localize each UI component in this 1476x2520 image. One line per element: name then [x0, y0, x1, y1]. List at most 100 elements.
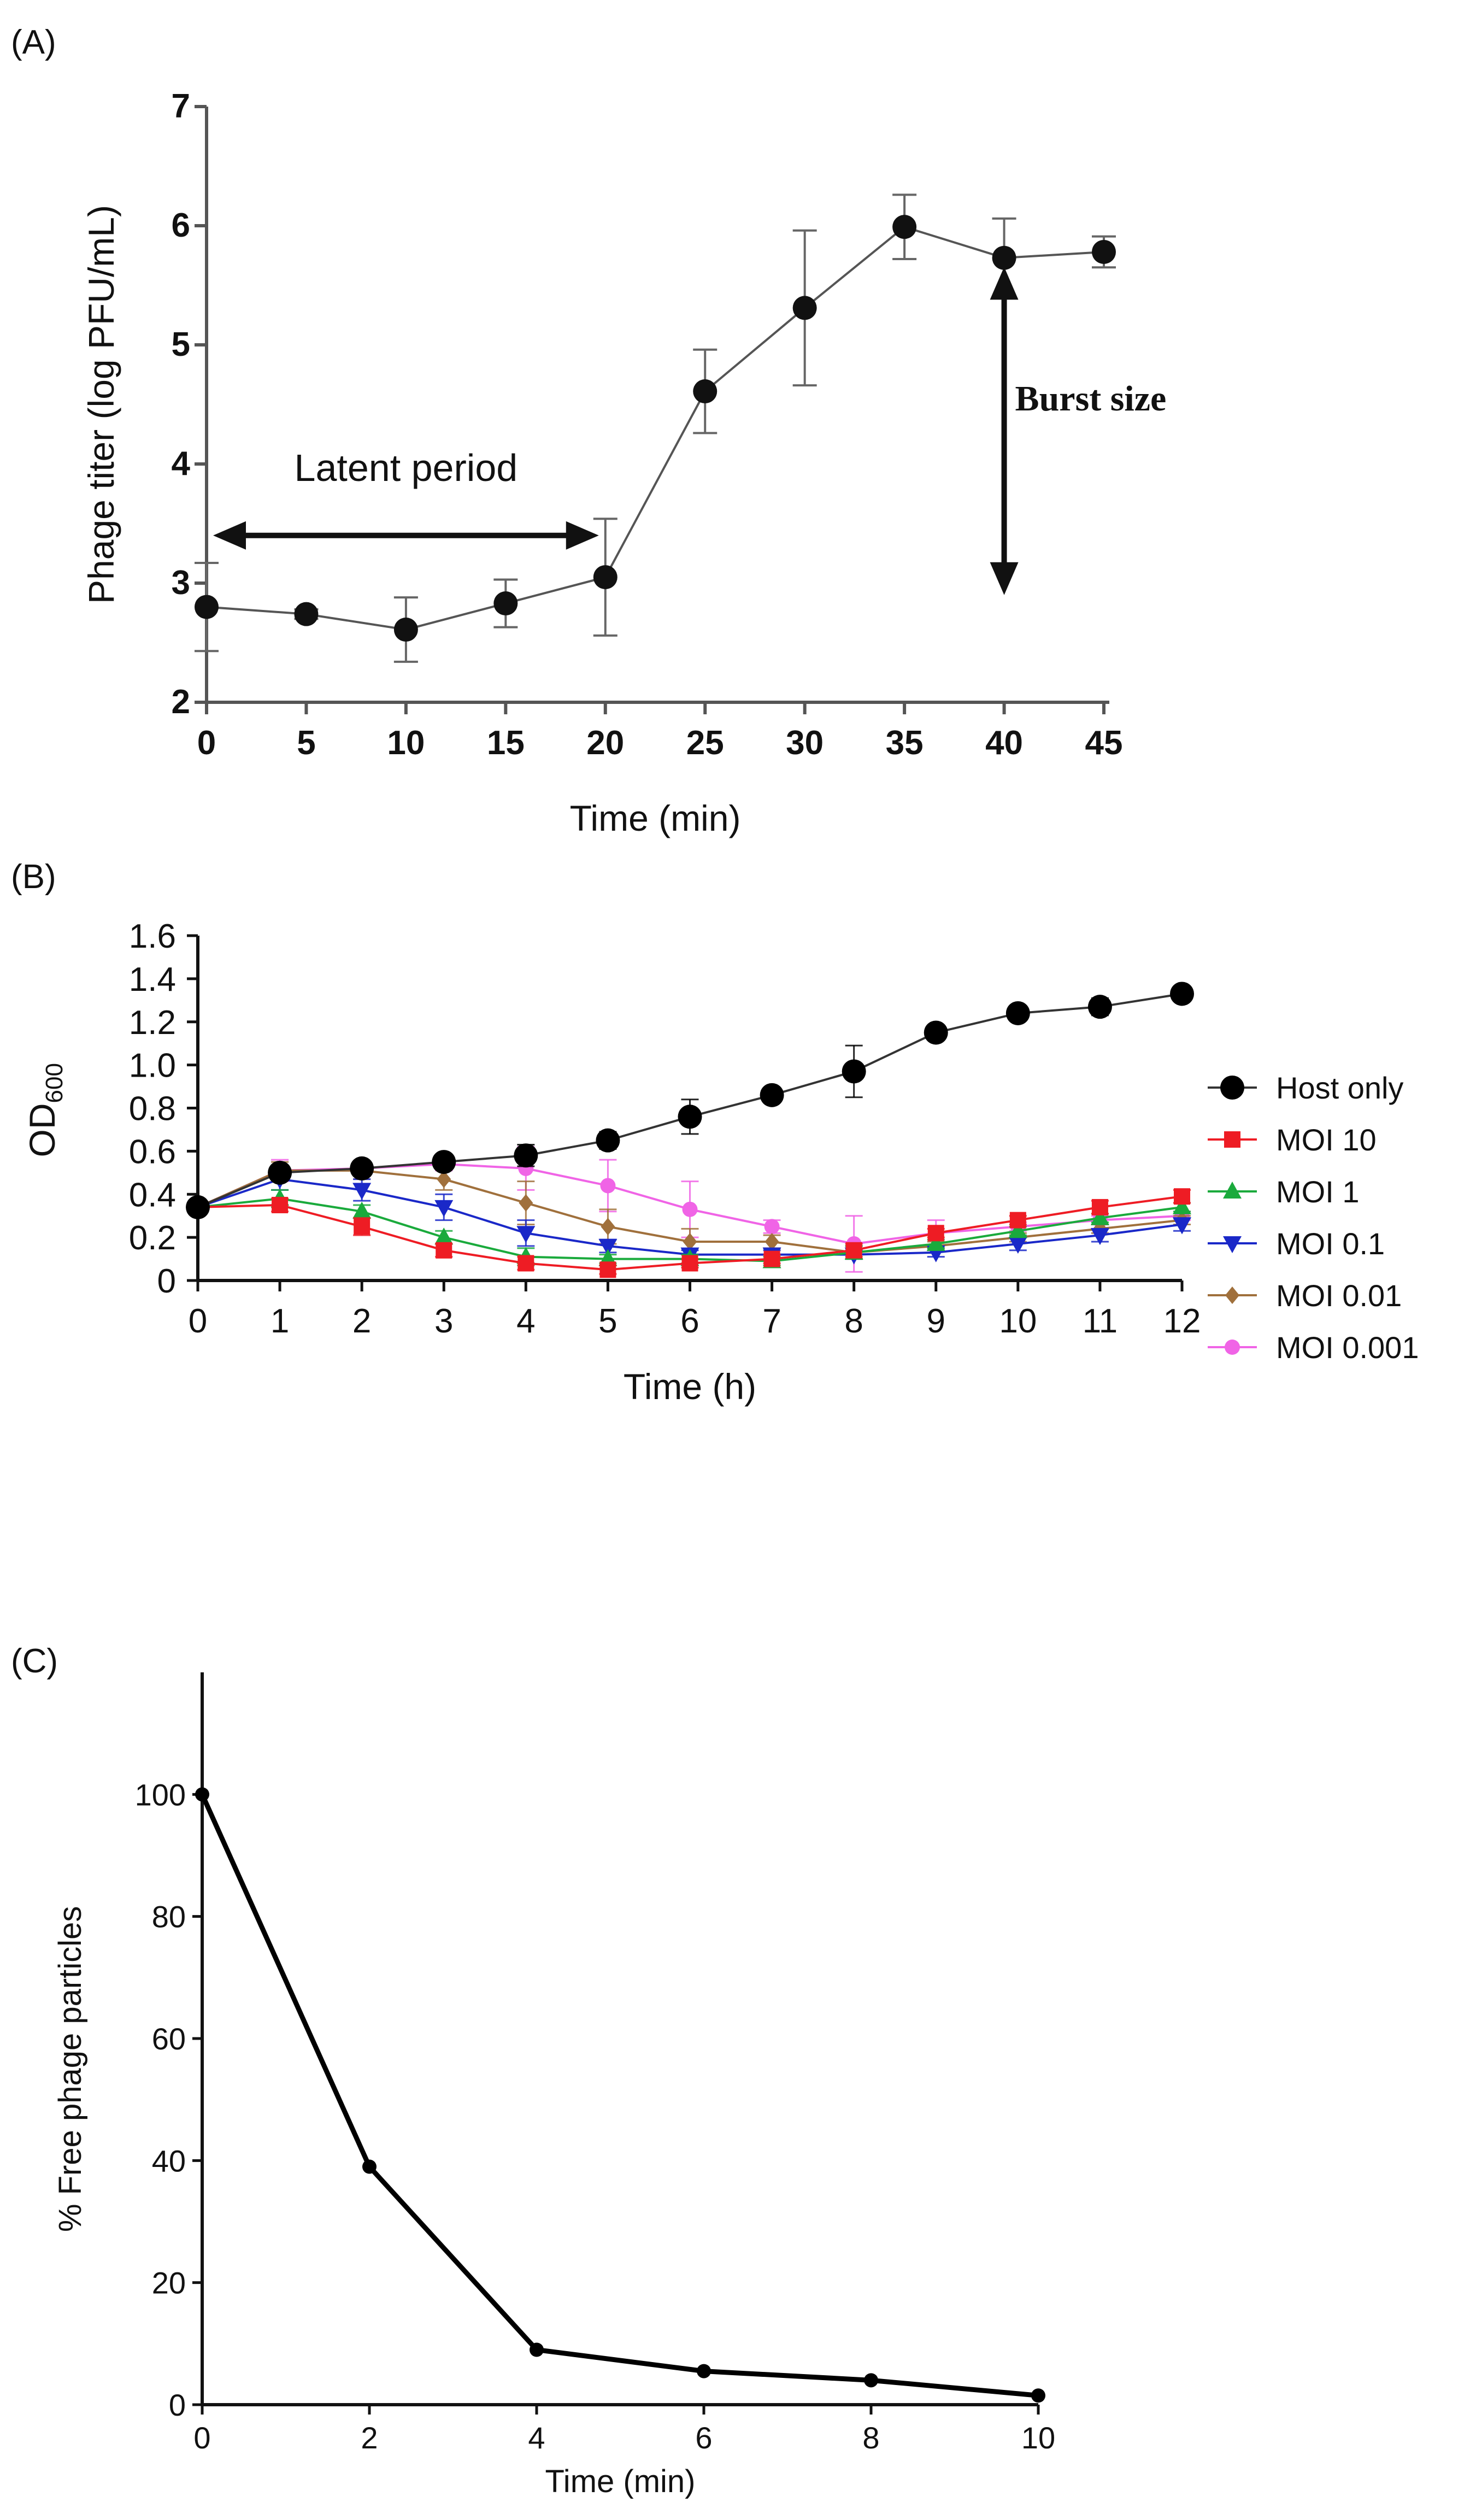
panel-b-series: [186, 982, 1194, 1278]
x-tick-label: 35: [886, 724, 924, 762]
x-tick-label: 3: [434, 1302, 453, 1340]
panel-a-annotations: Latent period Burst size: [213, 267, 1166, 595]
data-point: [1031, 2388, 1045, 2403]
data-point: [437, 1170, 451, 1188]
data-point: [926, 1233, 945, 1251]
data-point: [697, 2364, 711, 2378]
x-tick-label: 25: [686, 724, 724, 762]
data-point: [764, 1219, 780, 1235]
y-tick-label: 0: [157, 1262, 176, 1300]
panel-b-ticks: 00.20.40.60.81.01.21.41.60 1 2 3 4 5 6 7 8 9 10 11 1…: [129, 918, 1201, 1340]
data-point: [892, 215, 917, 239]
legend-label: Host only: [1276, 1071, 1403, 1105]
data-point: [393, 618, 418, 642]
data-point: [195, 1787, 209, 1802]
data-point: [924, 1020, 948, 1045]
x-tick-label: 10: [999, 1302, 1037, 1340]
data-point: [598, 1238, 618, 1256]
data-point: [693, 379, 718, 404]
legend-swatch-marker: [1225, 1287, 1239, 1304]
data-point: [514, 1143, 538, 1168]
y-tick-label: 5: [172, 326, 190, 363]
data-point: [763, 1250, 780, 1267]
data-point: [186, 1195, 210, 1219]
burst-size-arrowhead-down: [990, 562, 1019, 595]
x-tick-label: 4: [528, 2421, 545, 2455]
x-tick-label: 12: [1163, 1302, 1201, 1340]
panel-b-x-axis-title: Time (h): [624, 1366, 756, 1407]
series-moi-10: [189, 1188, 1191, 1278]
data-point: [864, 2373, 878, 2388]
legend-swatch-marker: [1224, 1131, 1240, 1148]
panel-a-y-axis-title: Phage titer (log PFU/mL): [81, 205, 121, 604]
data-point: [792, 296, 817, 320]
x-tick-label: 20: [586, 724, 624, 762]
data-point: [599, 1261, 616, 1278]
data-point: [493, 591, 518, 616]
y-tick-label: 0.2: [129, 1219, 176, 1257]
data-point: [354, 1218, 371, 1235]
x-tick-label: 30: [786, 724, 824, 762]
y-tick-label: 6: [172, 207, 190, 244]
x-tick-label: 6: [680, 1302, 699, 1340]
y-tick-label: 4: [172, 445, 191, 483]
panel-a-series: [195, 193, 1116, 663]
panel-a-label: (A): [11, 24, 56, 61]
data-point: [1173, 1197, 1191, 1214]
data-point: [352, 1183, 372, 1200]
legend-swatch-marker: [1225, 1340, 1240, 1355]
y-tick-label: 1.2: [129, 1004, 176, 1042]
x-tick-label: 10: [387, 724, 425, 762]
x-tick-label: 0: [189, 1302, 207, 1340]
legend-label: MOI 0.1: [1276, 1226, 1385, 1261]
y-tick-label: 1.6: [129, 918, 176, 955]
data-point: [992, 245, 1016, 270]
legend-label: MOI 0.001: [1276, 1330, 1419, 1365]
legend-item: Host only: [1208, 1071, 1403, 1105]
y-tick-label: 40: [152, 2143, 186, 2178]
free-phage-line: [199, 1793, 1039, 2398]
legend-swatch-marker: [1220, 1076, 1244, 1100]
y-tick-label: 80: [152, 1900, 186, 1934]
data-point: [1087, 995, 1112, 1019]
y-tick-label: 2: [172, 683, 190, 721]
data-point: [600, 1178, 616, 1194]
data-point: [434, 1200, 454, 1217]
data-point: [760, 1083, 784, 1107]
x-tick-label: 8: [844, 1302, 863, 1340]
data-point: [436, 1242, 452, 1259]
data-point: [596, 1128, 620, 1153]
data-point: [518, 1255, 534, 1272]
panel-c-label: (C): [11, 1642, 58, 1680]
x-tick-label: 15: [487, 724, 525, 762]
panel-b-label: (B): [11, 858, 56, 896]
y-tick-label: 3: [172, 564, 190, 602]
legend-item: MOI 10: [1208, 1123, 1377, 1157]
data-point: [516, 1226, 536, 1243]
x-tick-label: 45: [1085, 724, 1123, 762]
panel-c-axes: [201, 1672, 1038, 2406]
legend-label: MOI 1: [1276, 1174, 1359, 1209]
panel-b-legend: Host only MOI 10 MOI 1 MOI 0.1 MOI 0.01 MOI 0…: [1208, 1071, 1419, 1365]
x-tick-label: 7: [762, 1302, 781, 1340]
legend-item: MOI 0.1: [1208, 1226, 1385, 1261]
data-point: [927, 1225, 944, 1242]
x-tick-label: 5: [598, 1302, 617, 1340]
data-point: [195, 595, 219, 619]
latent-period-arrowhead-left: [213, 521, 246, 550]
panel-c-series: [195, 1787, 1045, 2403]
x-tick-label: 40: [985, 724, 1023, 762]
data-point: [434, 1227, 454, 1245]
data-point: [845, 1242, 862, 1259]
burst-size-label: Burst size: [1015, 379, 1167, 419]
panel-b: (B) 00.20.40.60.81.01.21.41.60 1 2 3 4 5 6 7 8 9 1…: [11, 858, 1419, 1407]
x-tick-label: 4: [516, 1302, 535, 1340]
legend-swatch-marker: [1223, 1236, 1242, 1253]
data-point: [1174, 1188, 1190, 1205]
y-tick-label: 100: [135, 1777, 186, 1812]
legend-label: MOI 0.01: [1276, 1278, 1402, 1313]
data-point: [1173, 1217, 1191, 1235]
